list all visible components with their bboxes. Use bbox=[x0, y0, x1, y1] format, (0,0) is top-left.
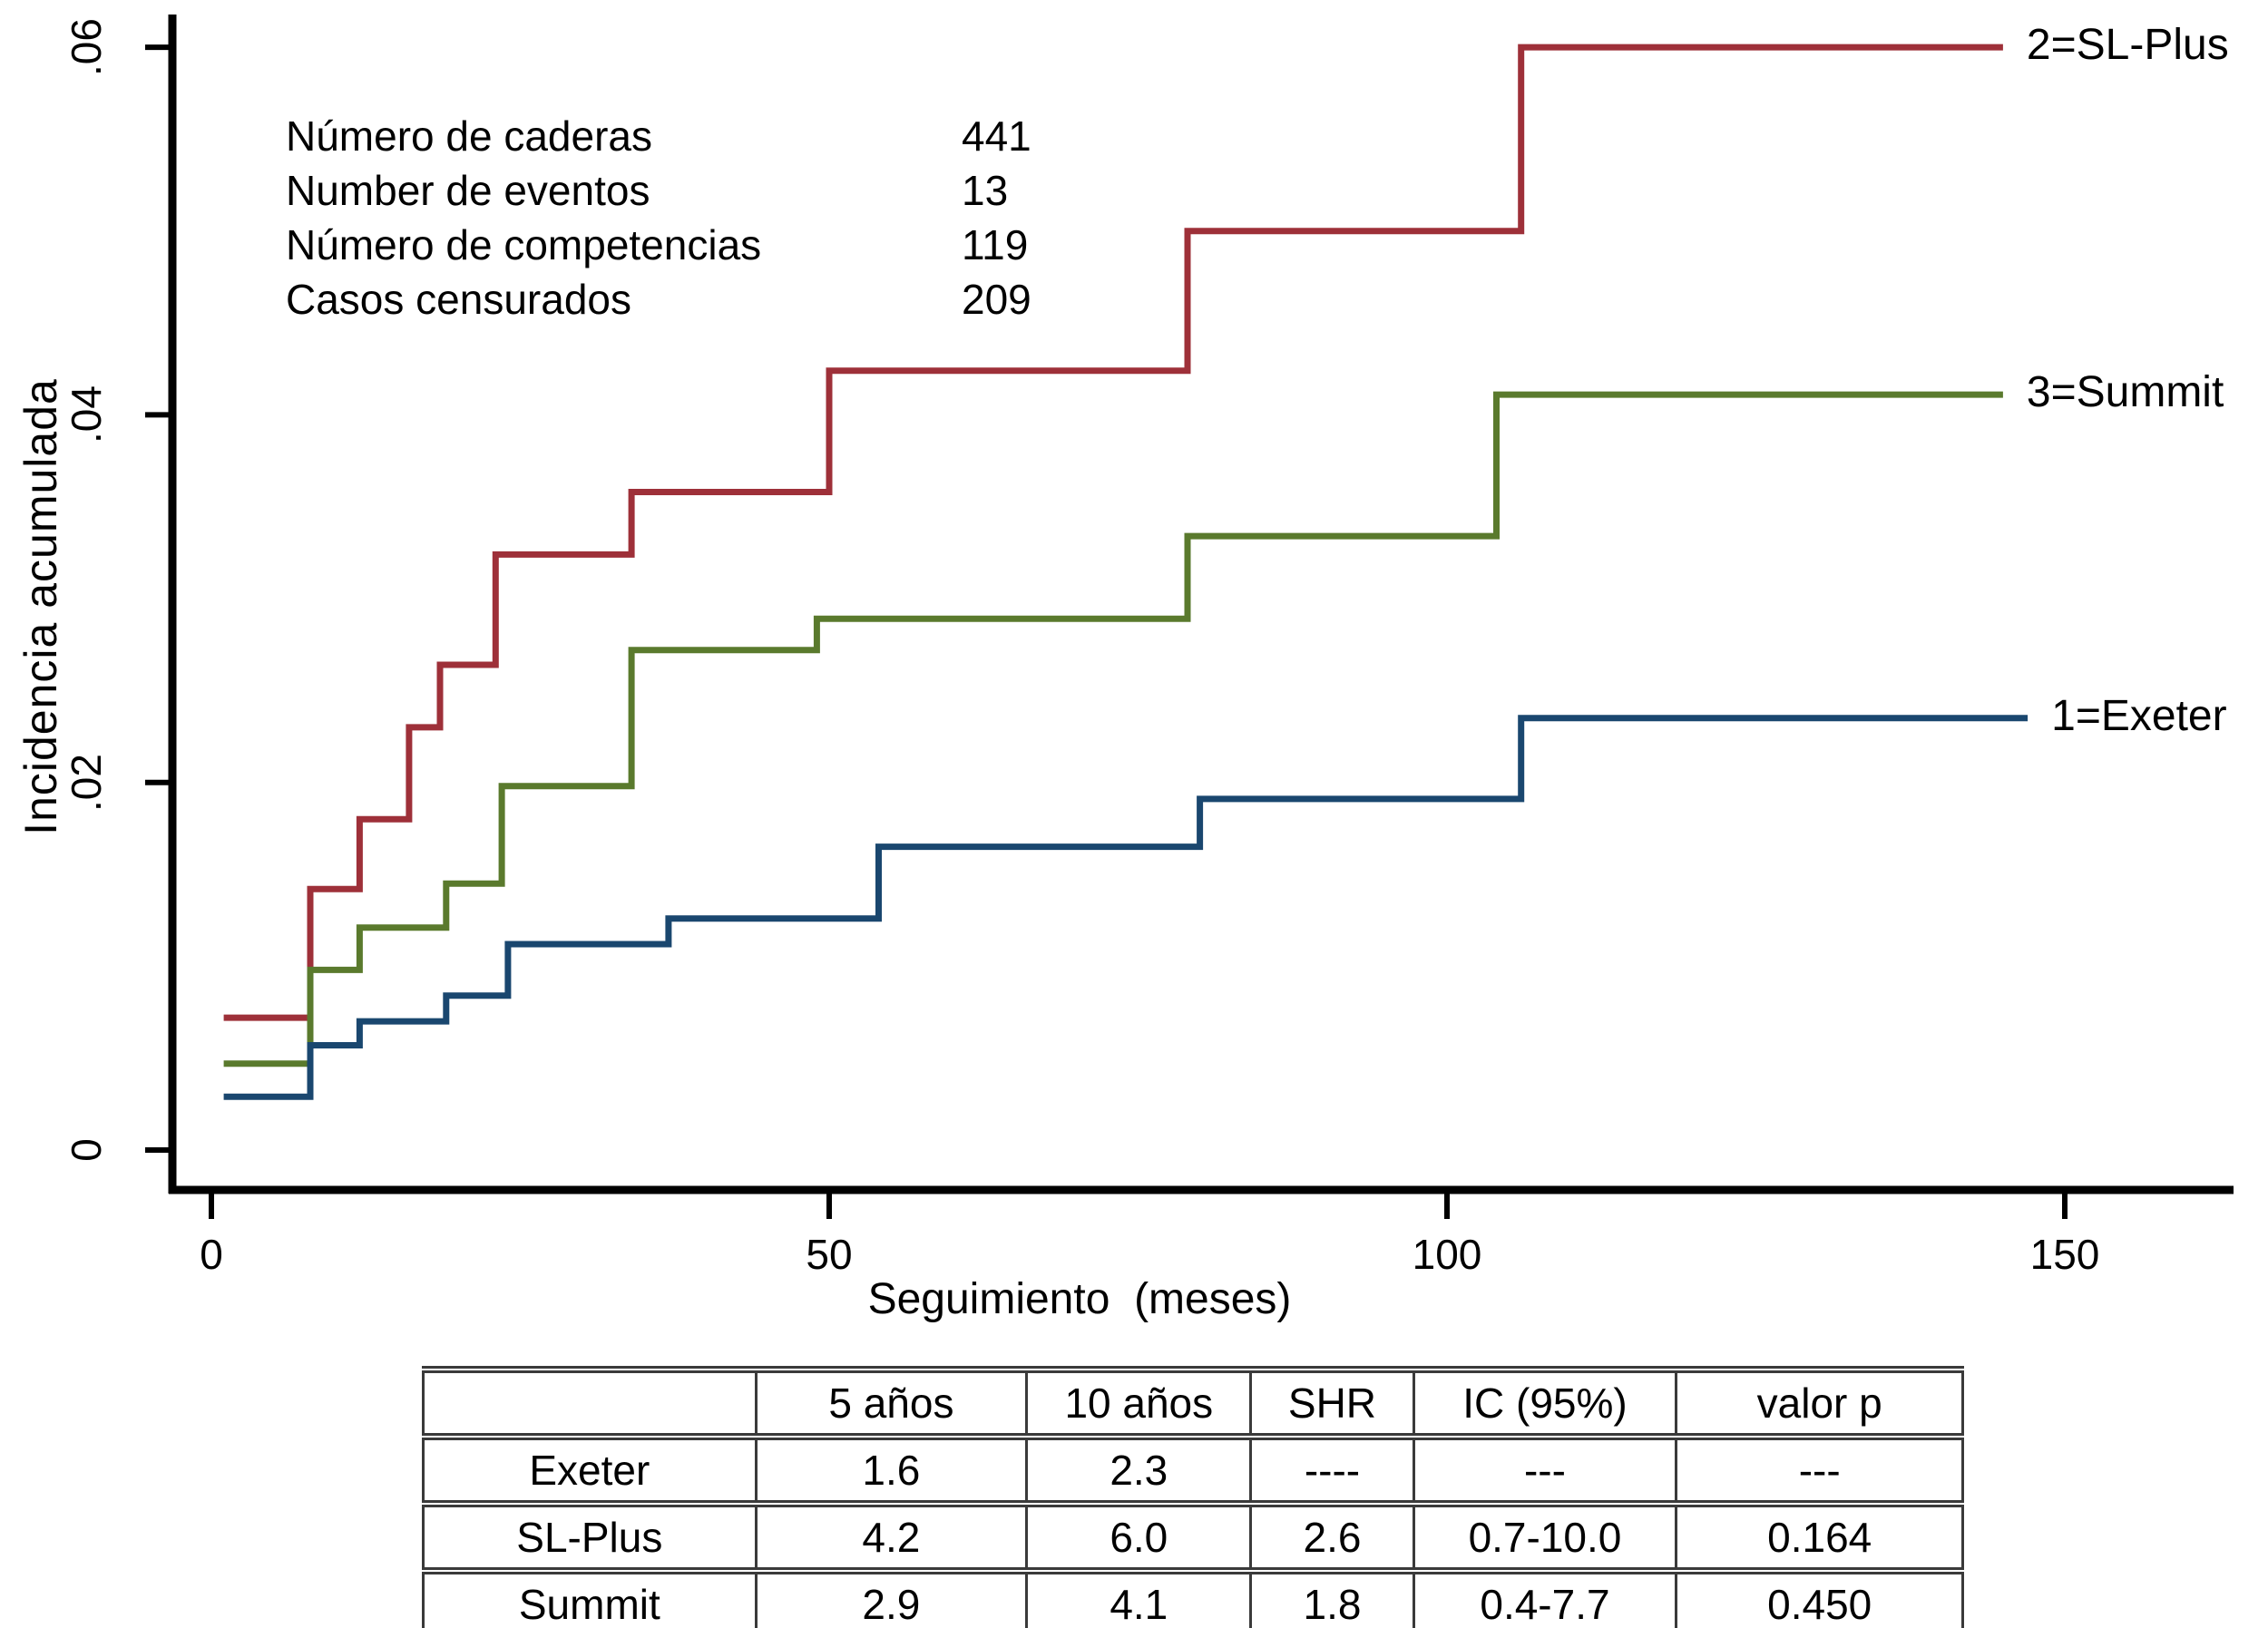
legend-label-exeter: 1=Exeter bbox=[2051, 695, 2226, 738]
table-cell: 4.1 bbox=[1027, 1571, 1251, 1628]
annotation-label: Número de competencias bbox=[286, 221, 761, 268]
figure-page: Incidencia acumulada Seguimiento (meses)… bbox=[0, 0, 2268, 1628]
table-cell: 2.9 bbox=[756, 1571, 1026, 1628]
annotation-row: Casos censurados209 bbox=[286, 272, 631, 327]
annotation-value: 119 bbox=[962, 218, 1028, 272]
table-cell: ---- bbox=[1251, 1437, 1413, 1504]
table-header-row: 5 años10 añosSHRIC (95%)valor p bbox=[424, 1370, 1963, 1437]
table-header-cell: IC (95%) bbox=[1413, 1370, 1677, 1437]
table-row: Summit2.94.11.80.4-7.70.450 bbox=[424, 1571, 1963, 1628]
annotation-label: Casos censurados bbox=[286, 276, 631, 323]
annotation-row: Número de caderas441 bbox=[286, 109, 652, 163]
annotation-row: Number de eventos13 bbox=[286, 163, 650, 218]
table-cell: 2.6 bbox=[1251, 1504, 1413, 1571]
annotation-label: Number de eventos bbox=[286, 167, 650, 214]
annotation-block: Número de caderas441Number de eventos13N… bbox=[286, 109, 1374, 336]
table-cell: --- bbox=[1677, 1437, 1963, 1504]
annotation-label: Número de caderas bbox=[286, 112, 652, 160]
table-cell: 1.6 bbox=[756, 1437, 1026, 1504]
table-cell: 6.0 bbox=[1027, 1504, 1251, 1571]
table-cell: 1.8 bbox=[1251, 1571, 1413, 1628]
annotation-value: 13 bbox=[962, 163, 1008, 218]
y-tick-label: .04 bbox=[65, 365, 107, 464]
table-row-label: SL-Plus bbox=[424, 1504, 757, 1571]
table-row-label: Summit bbox=[424, 1571, 757, 1628]
y-tick-label: .06 bbox=[65, 0, 107, 97]
table-header-cell bbox=[424, 1370, 757, 1437]
table-header-cell: 10 años bbox=[1027, 1370, 1251, 1437]
curve-summit bbox=[224, 395, 2003, 1064]
table-cell: --- bbox=[1413, 1437, 1677, 1504]
y-tick-label: 0 bbox=[65, 1100, 107, 1200]
table-header-cell: SHR bbox=[1251, 1370, 1413, 1437]
y-axis-label: Incidencia acumulada bbox=[15, 217, 67, 997]
table-cell: 0.7-10.0 bbox=[1413, 1504, 1677, 1571]
table-header-cell: valor p bbox=[1677, 1370, 1963, 1437]
table-cell: 0.4-7.7 bbox=[1413, 1571, 1677, 1628]
table-row-label: Exeter bbox=[424, 1437, 757, 1504]
annotation-value: 209 bbox=[962, 272, 1031, 327]
legend-label-summit: 3=Summit bbox=[2027, 371, 2224, 414]
annotation-row: Número de competencias119 bbox=[286, 218, 761, 272]
x-tick-label: 50 bbox=[757, 1233, 902, 1275]
curve-exeter bbox=[224, 718, 2028, 1097]
x-axis-label: Seguimiento (meses) bbox=[172, 1274, 1987, 1324]
y-tick-label: .02 bbox=[65, 733, 107, 833]
table-cell: 0.164 bbox=[1677, 1504, 1963, 1571]
table-cell: 2.3 bbox=[1027, 1437, 1251, 1504]
legend-label-sl-plus: 2=SL-Plus bbox=[2027, 24, 2229, 67]
annotation-value: 441 bbox=[962, 109, 1031, 163]
table-header-cell: 5 años bbox=[756, 1370, 1026, 1437]
table-cell: 0.450 bbox=[1677, 1571, 1963, 1628]
table-cell: 4.2 bbox=[756, 1504, 1026, 1571]
stats-table: 5 años10 añosSHRIC (95%)valor pExeter1.6… bbox=[422, 1366, 1964, 1628]
table-row: Exeter1.62.3---------- bbox=[424, 1437, 1963, 1504]
x-tick-label: 0 bbox=[139, 1233, 284, 1275]
x-tick-label: 150 bbox=[1992, 1233, 2137, 1275]
table-row: SL-Plus4.26.02.60.7-10.00.164 bbox=[424, 1504, 1963, 1571]
x-tick-label: 100 bbox=[1374, 1233, 1520, 1275]
